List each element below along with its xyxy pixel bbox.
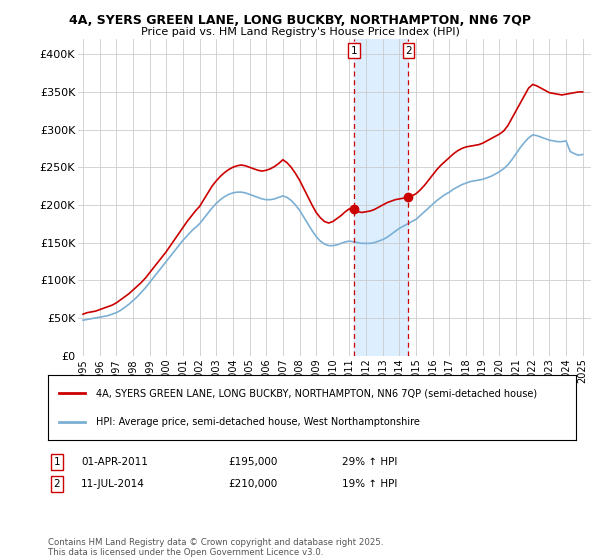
Text: Price paid vs. HM Land Registry's House Price Index (HPI): Price paid vs. HM Land Registry's House … — [140, 27, 460, 37]
Text: 4A, SYERS GREEN LANE, LONG BUCKBY, NORTHAMPTON, NN6 7QP (semi-detached house): 4A, SYERS GREEN LANE, LONG BUCKBY, NORTH… — [95, 388, 536, 398]
Text: 1: 1 — [350, 45, 357, 55]
Text: 1: 1 — [53, 457, 61, 467]
Text: 4A, SYERS GREEN LANE, LONG BUCKBY, NORTHAMPTON, NN6 7QP: 4A, SYERS GREEN LANE, LONG BUCKBY, NORTH… — [69, 14, 531, 27]
Text: 2: 2 — [53, 479, 61, 489]
Text: HPI: Average price, semi-detached house, West Northamptonshire: HPI: Average price, semi-detached house,… — [95, 417, 419, 427]
Text: 01-APR-2011: 01-APR-2011 — [81, 457, 148, 467]
Bar — [353, 39, 409, 356]
Text: Contains HM Land Registry data © Crown copyright and database right 2025.
This d: Contains HM Land Registry data © Crown c… — [48, 538, 383, 557]
Text: 2: 2 — [405, 45, 412, 55]
Text: 19% ↑ HPI: 19% ↑ HPI — [342, 479, 397, 489]
Text: £195,000: £195,000 — [228, 457, 277, 467]
Text: £210,000: £210,000 — [228, 479, 277, 489]
Text: 29% ↑ HPI: 29% ↑ HPI — [342, 457, 397, 467]
Text: 11-JUL-2014: 11-JUL-2014 — [81, 479, 145, 489]
